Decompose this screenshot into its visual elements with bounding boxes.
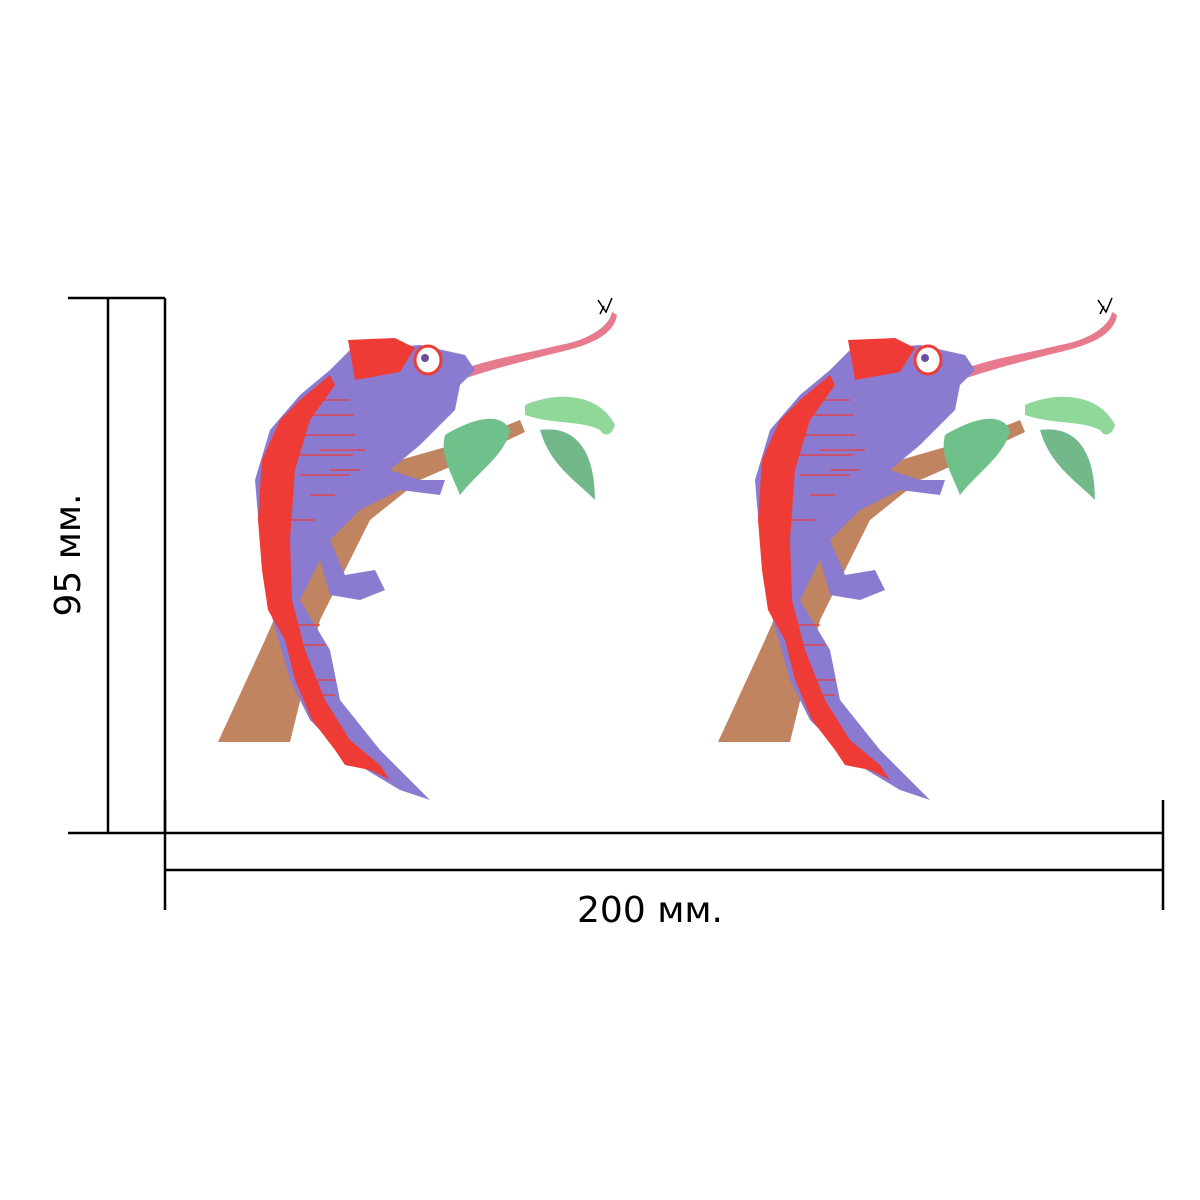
chameleon-illustration: [216, 296, 619, 802]
height-label: 95 мм.: [48, 493, 89, 616]
width-label: 200 мм.: [577, 890, 723, 931]
chameleon-illustration: [716, 296, 1119, 802]
